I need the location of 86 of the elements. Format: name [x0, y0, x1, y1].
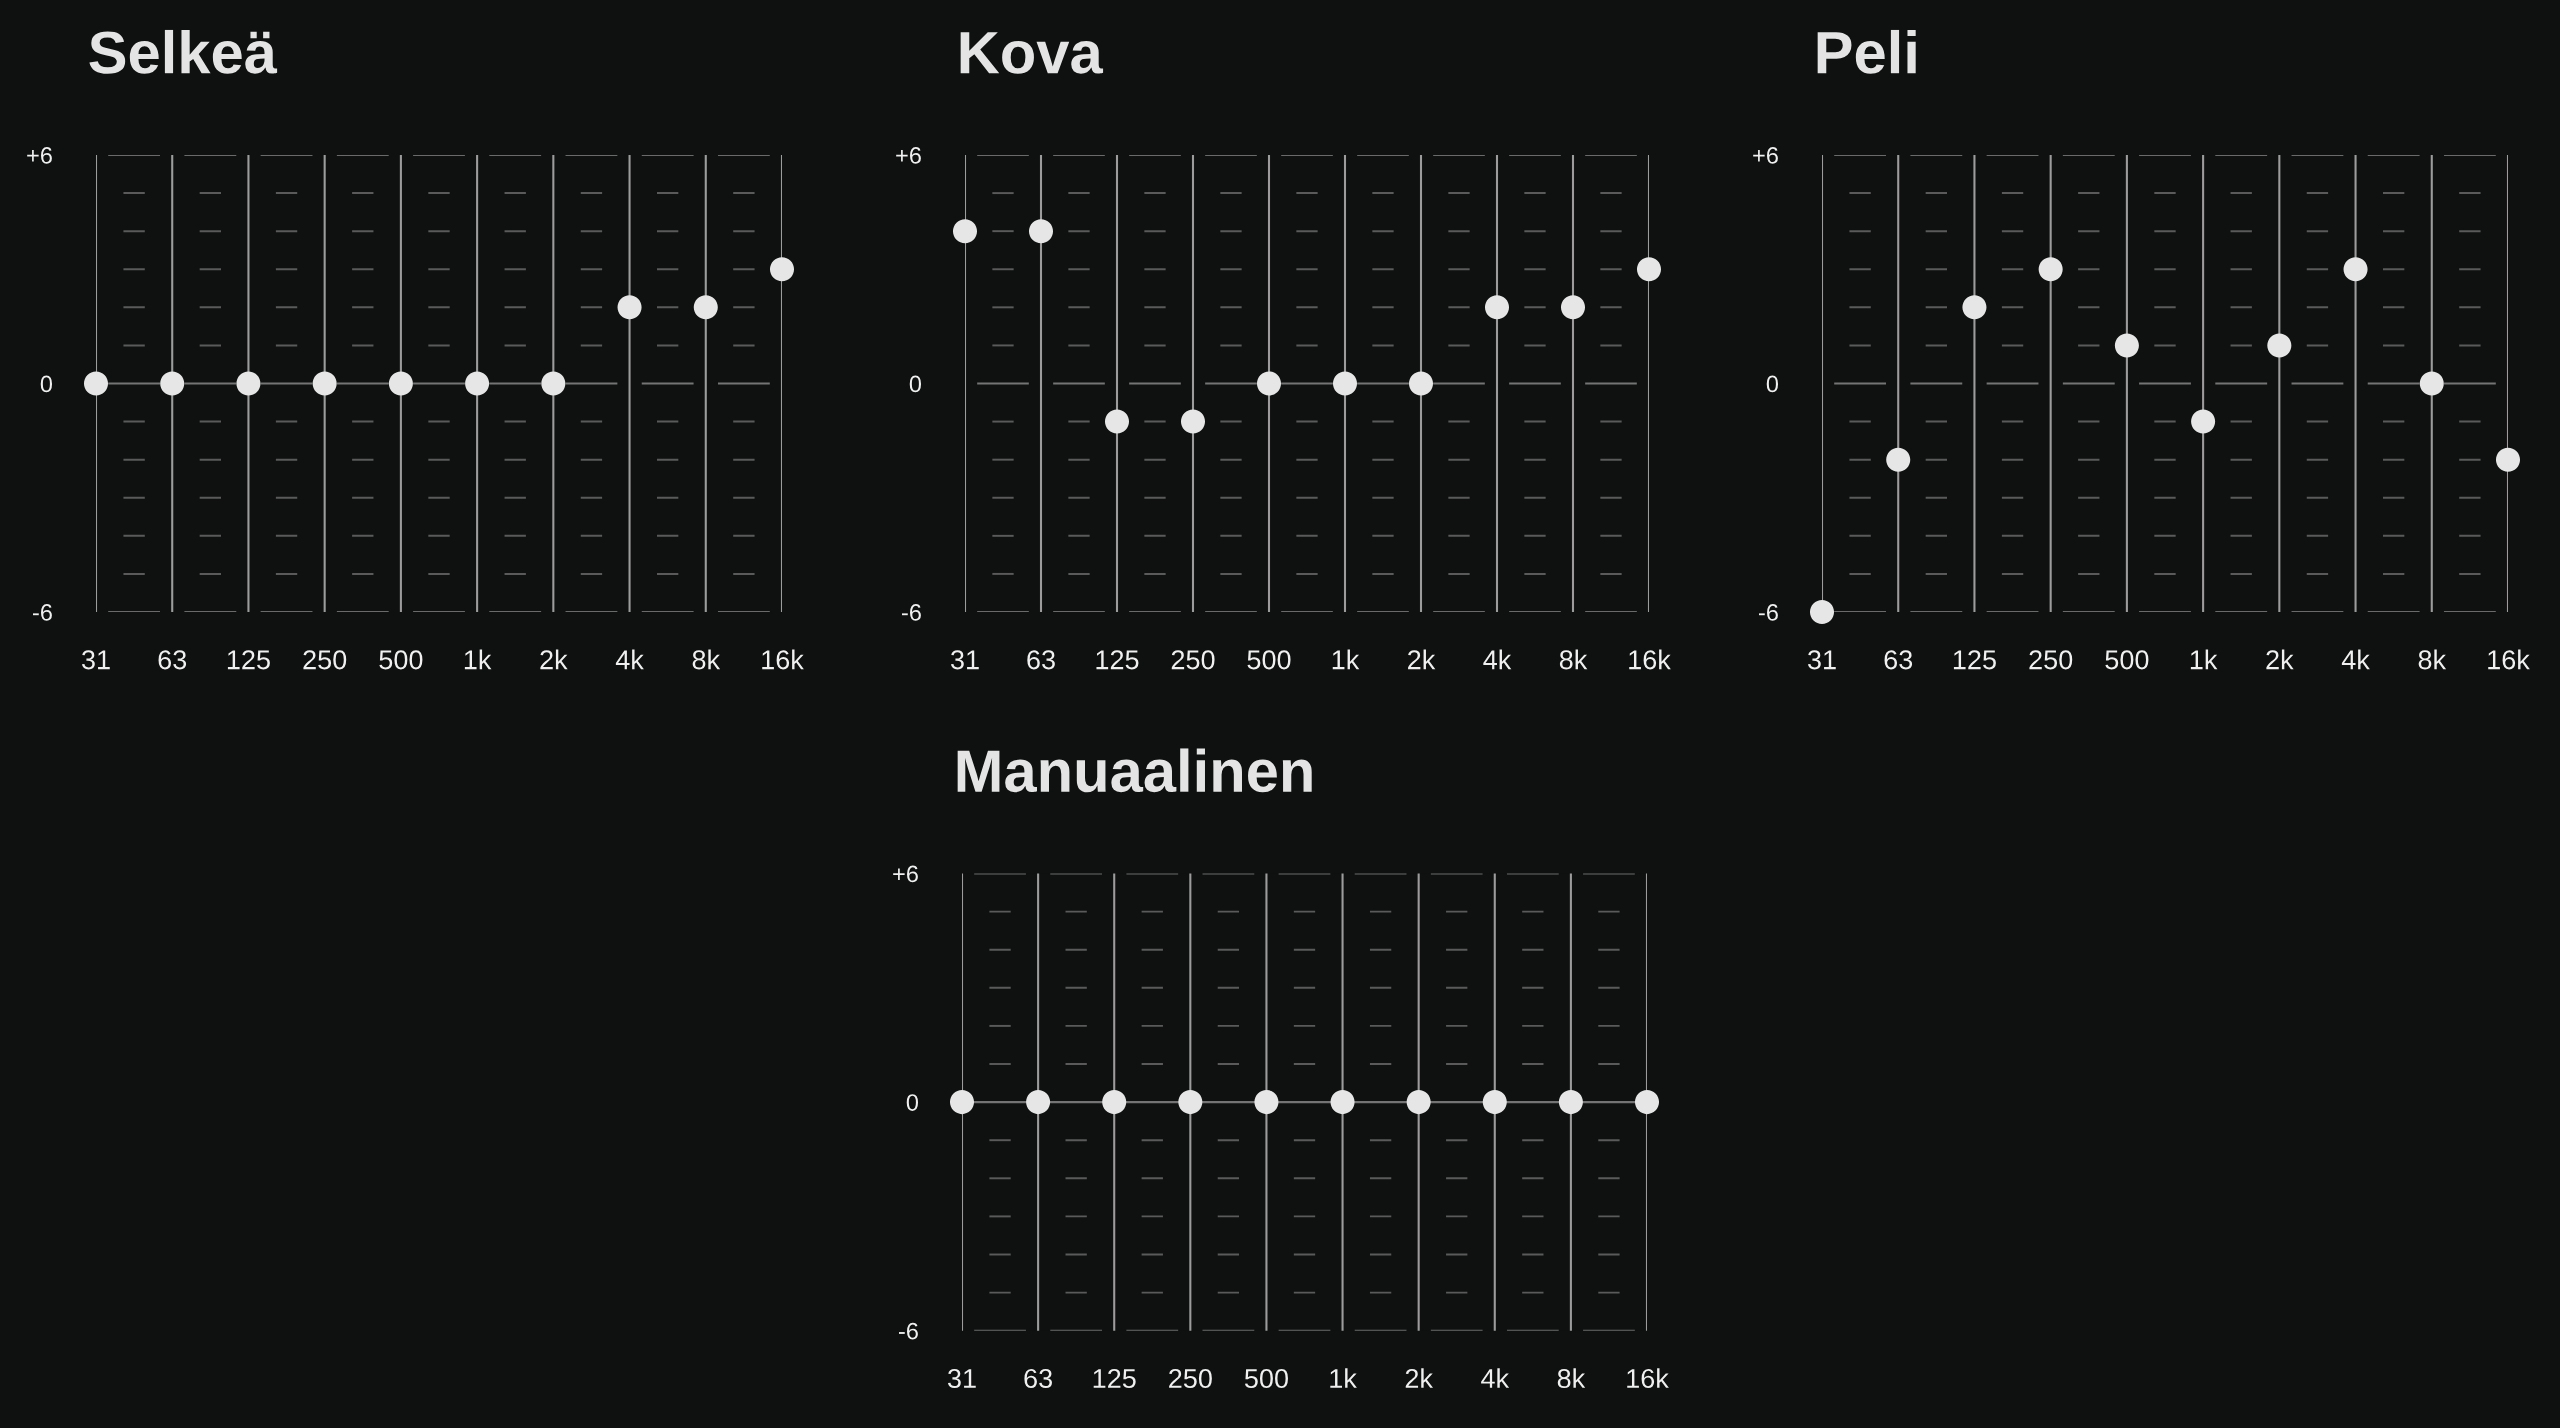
- y-tick-label: -6: [1759, 604, 1778, 621]
- point: [769, 257, 795, 282]
- x-tick-label: 16k: [1627, 1368, 1669, 1389]
- chart-title: Kova: [960, 32, 1104, 74]
- y-tick-label: +6: [896, 147, 921, 164]
- y-tick-label: 0: [906, 1094, 919, 1111]
- y-tick-label: 0: [909, 375, 922, 393]
- point: [465, 371, 490, 396]
- point: [2114, 333, 2139, 358]
- point: [1636, 257, 1662, 282]
- x-tick-label: 4k: [1483, 649, 1512, 670]
- x-tick-label: 31: [81, 650, 110, 670]
- x-tick-label: 125: [1953, 650, 1996, 670]
- x-tick-label: 4k: [2341, 649, 2370, 670]
- point: [952, 219, 978, 244]
- x-tick-label: 1k: [464, 649, 492, 670]
- y-tick-label: 0: [40, 375, 53, 393]
- x-tick-label: 4k: [1481, 1368, 1510, 1388]
- x-tick-label: 63: [1027, 650, 1055, 670]
- point: [388, 371, 413, 396]
- point: [617, 295, 642, 320]
- point: [1256, 371, 1282, 396]
- x-tick-label: 250: [303, 650, 347, 670]
- chart-title: Selkeä: [89, 29, 278, 74]
- x-tick-label: 8k: [1557, 1368, 1586, 1389]
- point: [1886, 447, 1911, 472]
- point: [236, 371, 261, 396]
- x-tick-label: 4k: [615, 649, 644, 670]
- point: [541, 371, 566, 396]
- x-tick-label: 31: [950, 650, 979, 670]
- x-tick-label: 31: [1807, 650, 1836, 670]
- y-tick-label: 0: [1766, 375, 1779, 393]
- x-tick-label: 16k: [2488, 649, 2530, 670]
- x-tick-label: 500: [1244, 1368, 1288, 1389]
- x-tick-label: 63: [1024, 1368, 1052, 1389]
- x-tick-label: 2k: [1405, 1368, 1434, 1388]
- point: [1809, 599, 1835, 625]
- point: [160, 371, 185, 396]
- x-tick-label: 500: [1247, 650, 1291, 670]
- chart-title: Peli: [1817, 29, 1916, 74]
- y-tick-label: -6: [899, 1322, 918, 1340]
- point: [2038, 257, 2063, 282]
- x-tick-label: 8k: [1559, 649, 1588, 670]
- point: [2495, 447, 2521, 472]
- y-tick-label: -6: [902, 604, 921, 621]
- point: [312, 371, 337, 396]
- y-tick-label: +6: [1753, 147, 1778, 164]
- point: [1408, 371, 1434, 396]
- point: [1180, 409, 1206, 434]
- point: [1028, 219, 1054, 244]
- x-tick-label: 125: [227, 650, 270, 670]
- x-tick-label: 125: [1093, 1368, 1136, 1389]
- point: [83, 371, 109, 396]
- x-tick-label: 16k: [1629, 649, 1671, 670]
- x-tick-label: 250: [2029, 650, 2073, 670]
- y-tick-label: +6: [27, 147, 52, 164]
- x-tick-label: 1k: [1330, 1368, 1357, 1388]
- point: [1560, 295, 1586, 320]
- x-tick-label: 2k: [1408, 649, 1436, 670]
- x-tick-label: 500: [379, 650, 423, 670]
- x-tick-label: 16k: [762, 649, 804, 670]
- x-tick-label: 31: [947, 1368, 976, 1389]
- y-tick-label: -6: [33, 604, 52, 621]
- point: [693, 295, 718, 320]
- x-tick-label: 8k: [2418, 649, 2447, 670]
- point: [1484, 295, 1510, 320]
- point: [1962, 295, 1987, 320]
- x-tick-label: 2k: [540, 649, 568, 670]
- point: [2267, 333, 2292, 358]
- x-tick-label: 2k: [2266, 649, 2294, 670]
- x-tick-label: 125: [1096, 650, 1139, 670]
- point: [2343, 257, 2368, 282]
- point: [2191, 409, 2216, 434]
- x-tick-label: 1k: [1332, 649, 1360, 670]
- x-tick-label: 500: [2105, 650, 2149, 670]
- chart-title: Manuaalinen: [957, 748, 1312, 793]
- x-tick-label: 63: [1884, 650, 1913, 670]
- x-tick-label: 8k: [692, 649, 721, 670]
- point: [1104, 409, 1130, 434]
- point: [1332, 371, 1358, 396]
- y-tick-label: +6: [893, 865, 918, 883]
- x-tick-label: 250: [1171, 650, 1215, 670]
- x-tick-label: 250: [1169, 1368, 1212, 1389]
- x-tick-label: 63: [158, 650, 187, 670]
- x-tick-label: 1k: [2190, 649, 2218, 670]
- point: [2419, 371, 2444, 396]
